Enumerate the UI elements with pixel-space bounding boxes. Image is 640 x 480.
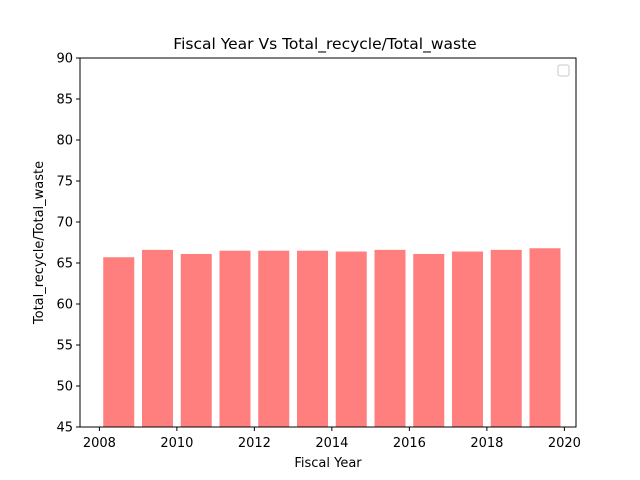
bar-6	[335, 251, 367, 427]
y-tick-label-3: 60	[56, 298, 73, 313]
bar-5	[297, 250, 328, 427]
y-tick-label-7: 80	[56, 134, 73, 149]
x-axis-ticks: 2008 2010 2012 2014 2016 2018 2020	[83, 427, 581, 451]
x-tick-label-0: 2008	[83, 436, 116, 451]
bar-11	[529, 248, 561, 427]
x-tick-label-3: 2014	[315, 436, 348, 451]
y-tick-label-5: 70	[56, 216, 73, 231]
bar-3	[219, 250, 251, 427]
y-tick-label-6: 75	[56, 175, 73, 190]
x-tick-label-4: 2016	[393, 436, 426, 451]
legend-box	[557, 64, 570, 77]
y-tick-label-1: 50	[56, 380, 73, 395]
y-tick-label-9: 90	[56, 52, 73, 67]
y-tick-label-0: 45	[56, 421, 73, 436]
x-tick-label-1: 2010	[160, 436, 193, 451]
bar-9	[452, 251, 483, 427]
y-axis-ticks: 45 50 55 60 65 70 75 80 85 90	[56, 52, 80, 436]
x-tick-label-2: 2012	[238, 436, 271, 451]
bar-series	[103, 248, 561, 427]
bar-7	[374, 249, 406, 427]
y-tick-label-4: 65	[56, 257, 73, 272]
x-axis-label: Fiscal Year	[294, 456, 362, 471]
y-tick-label-8: 85	[56, 93, 73, 108]
bar-4	[258, 250, 290, 427]
plot-area-frame	[79, 57, 577, 428]
bar-1	[142, 249, 173, 427]
bar-2	[180, 253, 212, 427]
bar-8	[413, 253, 445, 427]
y-tick-label-2: 55	[56, 339, 73, 354]
x-tick-label-6: 2020	[548, 436, 581, 451]
y-axis-label: Total_recycle/Total_waste	[32, 161, 47, 325]
bar-10	[490, 249, 522, 427]
chart-title: Fiscal Year Vs Total_recycle/Total_waste	[173, 35, 476, 54]
x-tick-label-5: 2018	[470, 436, 503, 451]
bar-0	[103, 257, 135, 427]
